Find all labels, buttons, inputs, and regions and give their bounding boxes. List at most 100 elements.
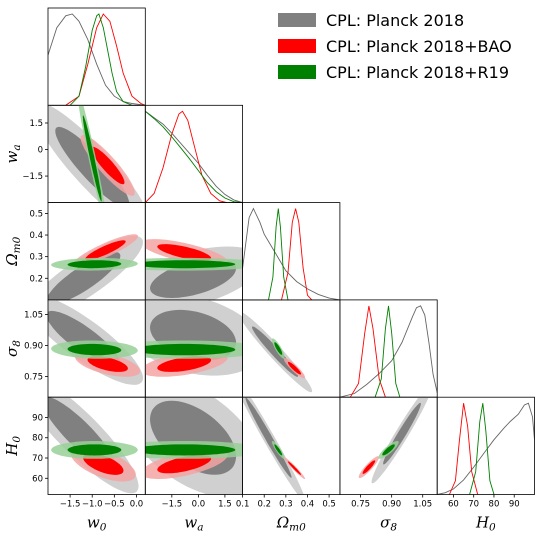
- panel-s8-s8: [339, 305, 438, 398]
- x-axis-label-Om0: Ωm0: [276, 514, 306, 534]
- y-tick-label: 60: [32, 474, 43, 484]
- contour-inner: [287, 461, 302, 475]
- x-tick-label: 0.5: [322, 500, 336, 510]
- y-tick-label: 90: [32, 413, 43, 423]
- x-axis-label-H0: H0: [475, 514, 496, 534]
- y-axis-label-s8: σ8: [3, 340, 23, 357]
- x-tick-label: 0.2: [257, 500, 271, 510]
- panel-Om0-H0: [242, 397, 306, 495]
- legend-entry: CPL: Planck 2018+BAO: [326, 37, 512, 56]
- contour-inner: [67, 343, 122, 356]
- panel-wa-H0: [145, 397, 243, 495]
- y-tick-label: 0.75: [24, 372, 43, 382]
- y-tick-label: 1.05: [24, 310, 43, 320]
- panel-Om0-Om0: [242, 207, 340, 300]
- y-tick-label: 0.2: [29, 274, 43, 284]
- y-tick-label: 0.4: [29, 231, 43, 241]
- panel-s8-H0: [358, 397, 429, 484]
- contour-inner: [383, 402, 421, 465]
- panel-wa-Om0: [145, 239, 243, 300]
- legend-entry: CPL: Planck 2018+R19: [326, 63, 509, 82]
- y-axis-label-wa: wa: [3, 144, 23, 163]
- contour-inner: [382, 444, 395, 456]
- contour-inner: [145, 343, 236, 356]
- panel-frame: [436, 396, 535, 495]
- panel-frame: [339, 299, 438, 398]
- panel-w0-w0: [48, 13, 146, 106]
- contour-inner: [85, 240, 126, 260]
- x-tick-label: −1.5: [60, 500, 81, 510]
- panel-wa-wa: [145, 110, 243, 203]
- y-tick-label: 0.5: [29, 209, 43, 219]
- panel-frame: [144, 104, 244, 204]
- marginal-curve: [281, 208, 313, 300]
- y-tick-label: 0.90: [24, 341, 43, 351]
- marginal-curve: [242, 207, 340, 300]
- panel-H0-H0: [437, 402, 535, 495]
- contour-inner: [274, 444, 283, 456]
- contour-inner: [274, 342, 283, 355]
- legend-entry: CPL: Planck 2018: [326, 11, 464, 30]
- x-tick-label: −1.5: [162, 500, 183, 510]
- panel-w0-wa: [48, 105, 144, 203]
- marginal-curve: [339, 305, 438, 398]
- legend: CPL: Planck 2018 CPL: Planck 2018+BAO CPL:…: [278, 11, 512, 82]
- x-tick-label: 70: [468, 500, 479, 510]
- panel-wa-s8: [145, 299, 243, 377]
- marginal-curve: [145, 110, 243, 203]
- marginal-curve: [69, 13, 133, 106]
- x-tick-label: 0.4: [301, 500, 315, 510]
- panel-frame: [47, 7, 146, 106]
- x-tick-label: 60: [448, 500, 459, 510]
- legend-swatch: [278, 39, 316, 53]
- x-tick-label: 0.0: [130, 500, 144, 510]
- x-tick-label: 0.1: [236, 500, 250, 510]
- x-tick-label: 0.90: [382, 500, 401, 510]
- marginal-curve: [268, 208, 289, 300]
- contour-inner: [287, 361, 302, 375]
- marginal-curve: [145, 110, 243, 203]
- contour-inner: [157, 454, 212, 474]
- contour-inner: [67, 260, 122, 269]
- marginal-curve: [448, 403, 479, 495]
- y-tick-label: 1.5: [29, 119, 43, 129]
- y-tick-label: 0: [38, 146, 43, 156]
- marginal-curve: [349, 305, 386, 398]
- x-tick-label: −0.5: [104, 500, 125, 510]
- contour-inner: [157, 244, 212, 261]
- contour-inner: [87, 356, 128, 372]
- contour-inner: [362, 460, 376, 474]
- x-tick-label: 0.75: [351, 500, 370, 510]
- x-tick-label: 80: [489, 500, 500, 510]
- x-tick-label: 0.3: [279, 500, 293, 510]
- y-tick-label: 80: [32, 434, 43, 444]
- x-axis-label-w0: w0: [87, 514, 107, 534]
- contour-inner: [157, 356, 212, 372]
- contour-inner: [145, 444, 236, 456]
- marginal-curve: [469, 403, 495, 495]
- y-tick-label: −1.5: [22, 172, 43, 182]
- x-tick-label: 1.5: [218, 500, 232, 510]
- panel-frame: [242, 299, 341, 398]
- x-tick-label: 1.05: [413, 500, 432, 510]
- x-tick-label: 90: [509, 500, 520, 510]
- legend-swatch: [278, 65, 316, 79]
- y-tick-label: 0.3: [29, 253, 43, 263]
- panel-w0-s8: [48, 299, 143, 385]
- panel-w0-H0: [48, 397, 139, 494]
- y-axis-label-Om0: Ωm0: [3, 236, 23, 266]
- legend-swatch: [278, 13, 316, 27]
- contour-inner: [145, 260, 236, 269]
- panel-Om0-s8: [242, 312, 313, 393]
- marginal-curve: [374, 305, 401, 398]
- y-axis-label-H0: H0: [3, 436, 23, 457]
- contour-inner: [67, 444, 122, 456]
- y-tick-label: 70: [32, 454, 43, 464]
- marginal-curve: [145, 110, 227, 203]
- contour-inner: [82, 115, 102, 202]
- panel-w0-Om0: [48, 234, 143, 300]
- x-axis-label-s8: σ8: [380, 514, 397, 534]
- marginal-curve: [437, 402, 535, 495]
